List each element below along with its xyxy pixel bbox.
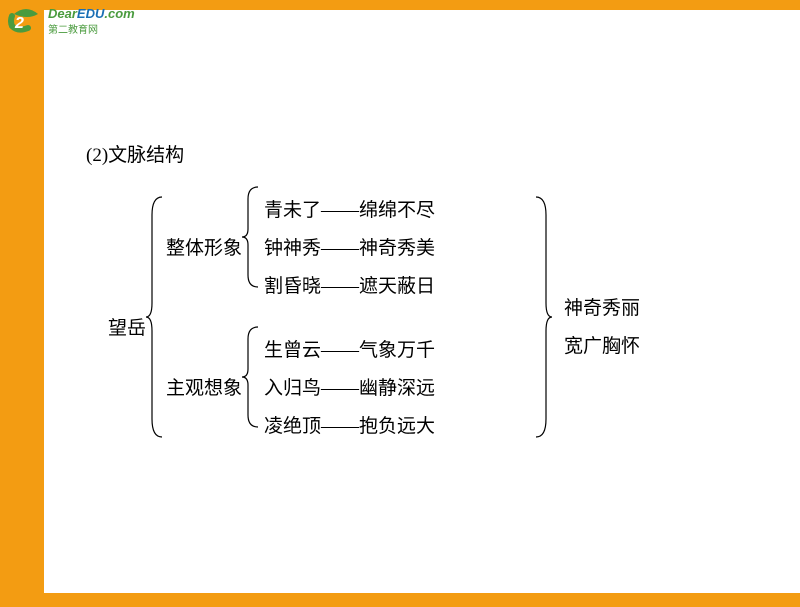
logo-com: .com (104, 6, 134, 21)
section-heading: (2)文脉结构 (86, 140, 750, 167)
logo-edu: EDU (77, 6, 104, 21)
tree-root: 望岳 (108, 313, 146, 340)
logo-text: DearEDU.com 第二教育网 (48, 6, 135, 36)
leaf-3: 割昏晓——遮天蔽日 (264, 271, 435, 298)
branch-label-1: 整体形象 (166, 233, 242, 260)
brace-mid-2-icon (242, 325, 260, 429)
leaf-2: 钟神秀——神奇秀美 (264, 233, 435, 260)
branch-label-2: 主观想象 (166, 373, 242, 400)
leaf-5: 入归鸟——幽静深远 (264, 373, 435, 400)
brace-mid-1-icon (242, 185, 260, 289)
summary-1: 神奇秀丽 (564, 293, 640, 320)
leaf-1: 青未了——绵绵不尽 (264, 195, 435, 222)
slide-content: (2)文脉结构 望岳 整体形象 主观想象 青未了——绵绵不尽 钟神秀——神奇秀美… (90, 140, 750, 455)
svg-text:2: 2 (14, 15, 24, 32)
logo-mark-icon: 2 (8, 6, 44, 36)
brace-right-large-icon (534, 195, 552, 439)
logo-subtitle: 第二教育网 (48, 21, 135, 36)
summary-2: 宽广胸怀 (564, 331, 640, 358)
logo-dear: Dear (48, 6, 77, 21)
side-accent-bar (0, 0, 44, 607)
structure-tree: 望岳 整体形象 主观想象 青未了——绵绵不尽 钟神秀——神奇秀美 割昏晓——遮天… (90, 195, 750, 455)
brace-left-large-icon (146, 195, 164, 439)
bottom-accent-bar (0, 593, 800, 607)
leaf-6: 凌绝顶——抱负远大 (264, 411, 435, 438)
site-logo: 2 DearEDU.com 第二教育网 (8, 6, 135, 36)
leaf-4: 生曾云——气象万千 (264, 335, 435, 362)
